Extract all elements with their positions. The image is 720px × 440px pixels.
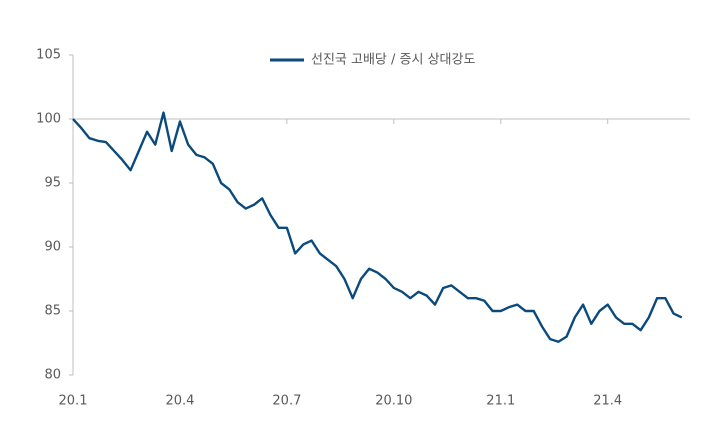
legend-label: 선진국 고배당 / 증시 상대강도 [311, 53, 475, 68]
y-tick-label: 100 [36, 112, 61, 127]
x-tick-label: 20.7 [272, 394, 301, 409]
y-tick-label: 80 [44, 368, 61, 383]
y-tick-label: 95 [44, 176, 61, 191]
x-tick-label: 21.1 [486, 394, 515, 409]
x-tick-label: 20.4 [165, 394, 194, 409]
x-tick-label: 20.1 [59, 394, 88, 409]
y-tick-label: 90 [44, 240, 61, 255]
x-tick-label: 20.10 [375, 394, 412, 409]
y-tick-label: 105 [36, 48, 61, 63]
x-tick-label: 21.4 [593, 394, 622, 409]
data-line [72, 111, 683, 343]
y-tick-label: 85 [44, 304, 61, 319]
